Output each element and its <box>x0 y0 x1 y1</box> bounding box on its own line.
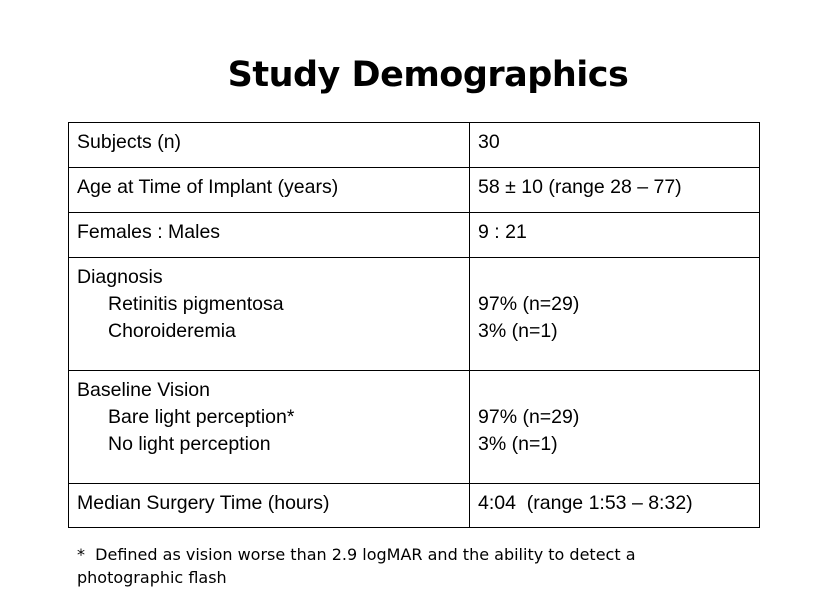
row-value: 58 ± 10 (range 28 – 77) <box>469 167 760 213</box>
demographics-table: Subjects (n) 30 Age at Time of Implant (… <box>68 122 760 528</box>
row-label: Females : Males <box>68 212 470 258</box>
row-value-cell: 97% (n=29) 3% (n=1) <box>469 257 760 371</box>
row-label: Diagnosis <box>77 266 163 288</box>
sub-item-value: 97% (n=29) <box>478 406 580 428</box>
sub-item-label: Bare light perception* <box>108 406 295 428</box>
table-row-baseline-vision: Baseline Vision Bare light perception* N… <box>68 370 760 484</box>
sub-item-value: 3% (n=1) <box>478 433 558 455</box>
row-label-cell: Diagnosis Retinitis pigmentosa Choroider… <box>68 257 470 371</box>
slide-title: Study Demographics <box>227 55 629 95</box>
row-label: Baseline Vision <box>77 379 210 401</box>
table-row-surgery-time: Median Surgery Time (hours) 4:04 (range … <box>68 483 760 528</box>
table-row-diagnosis: Diagnosis Retinitis pigmentosa Choroider… <box>68 257 760 371</box>
sub-item-label: No light perception <box>108 433 271 455</box>
sub-item-value: 3% (n=1) <box>478 320 558 342</box>
row-label: Age at Time of Implant (years) <box>68 167 470 213</box>
row-value: 4:04 (range 1:53 – 8:32) <box>469 483 760 528</box>
row-label: Subjects (n) <box>68 122 470 168</box>
footnote: * Defined as vision worse than 2.9 logMA… <box>77 545 641 587</box>
table-row-age: Age at Time of Implant (years) 58 ± 10 (… <box>68 167 760 213</box>
sub-item-label: Choroideremia <box>108 320 236 342</box>
table-row-subjects: Subjects (n) 30 <box>68 122 760 168</box>
row-label-cell: Baseline Vision Bare light perception* N… <box>68 370 470 484</box>
table-row-sex-ratio: Females : Males 9 : 21 <box>68 212 760 258</box>
row-value: 9 : 21 <box>469 212 760 258</box>
row-label: Median Surgery Time (hours) <box>68 483 470 528</box>
sub-item-label: Retinitis pigmentosa <box>108 293 284 315</box>
row-value-cell: 97% (n=29) 3% (n=1) <box>469 370 760 484</box>
row-value: 30 <box>469 122 760 168</box>
sub-item-value: 97% (n=29) <box>478 293 580 315</box>
